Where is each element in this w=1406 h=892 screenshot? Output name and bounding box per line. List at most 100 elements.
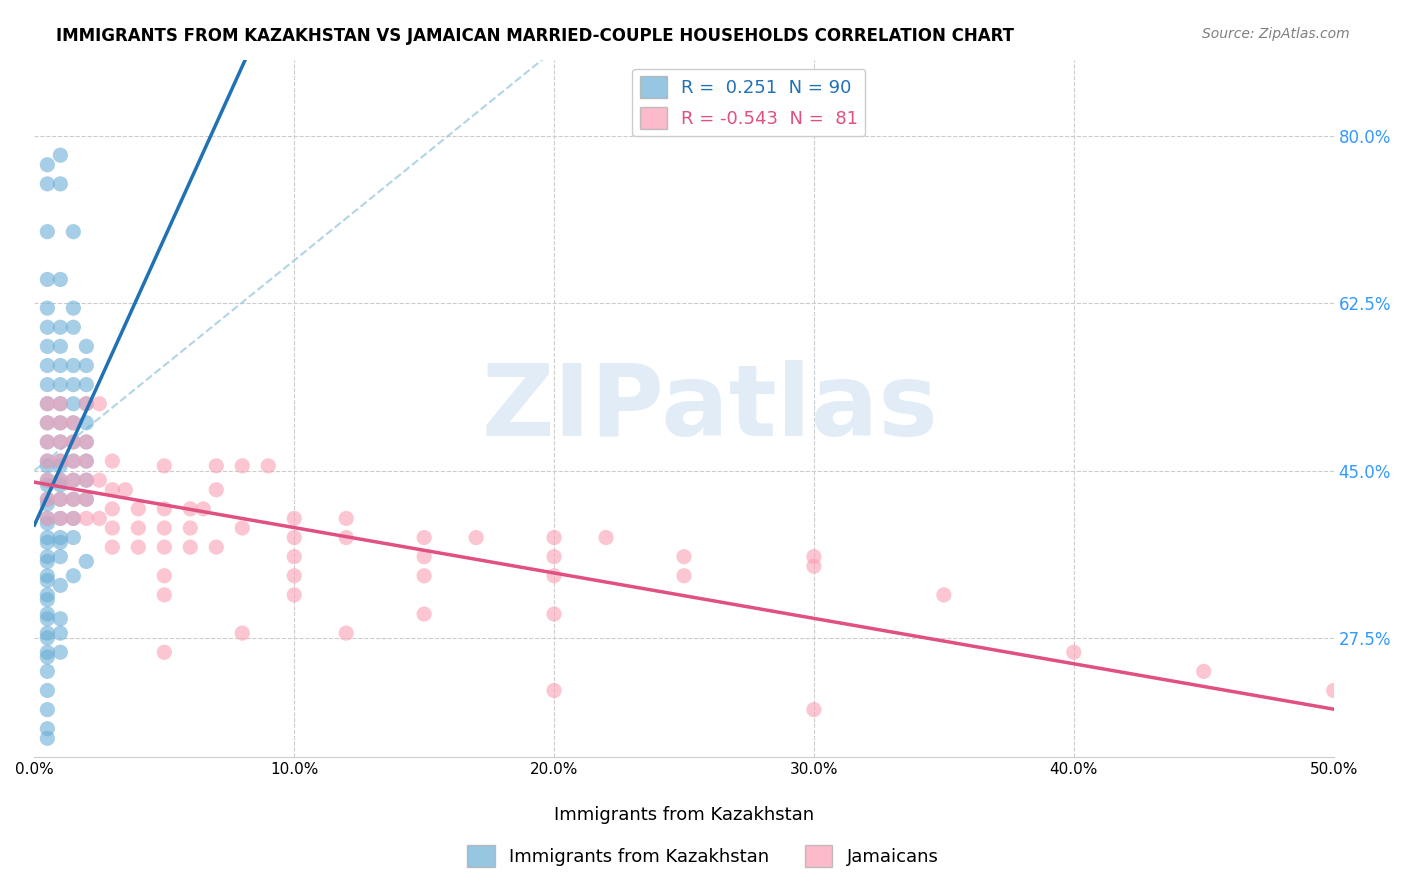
Point (62, 377, 84, 392)
Point (37, 473, 59, 487)
Point (179, 540, 201, 554)
Point (75, 511, 97, 525)
Point (37, 650, 59, 665)
Point (62, 568, 84, 582)
Text: Source: ZipAtlas.com: Source: ZipAtlas.com (1202, 27, 1350, 41)
Point (75, 397, 97, 411)
Point (595, 531, 617, 545)
Point (75, 434, 97, 449)
Point (37, 177, 59, 191)
Point (114, 483, 136, 497)
Point (37, 301, 59, 315)
Point (75, 454, 97, 468)
Point (153, 645, 176, 659)
Point (179, 501, 201, 516)
Point (37, 158, 59, 172)
Point (37, 416, 59, 430)
Point (37, 492, 59, 507)
Point (153, 540, 176, 554)
Point (37, 473, 59, 487)
Point (37, 377, 59, 392)
Point (49, 434, 72, 449)
Point (49, 416, 72, 430)
Point (37, 339, 59, 353)
Point (49, 478, 72, 492)
Point (231, 458, 253, 473)
Point (37, 458, 59, 473)
Point (37, 478, 59, 492)
Point (37, 626, 59, 640)
Point (543, 683, 565, 698)
Point (37, 703, 59, 717)
Point (75, 416, 97, 430)
Point (127, 521, 149, 535)
Point (37, 568, 59, 582)
Point (205, 458, 228, 473)
Point (75, 473, 97, 487)
Point (49, 473, 72, 487)
Point (49, 578, 72, 592)
Point (62, 454, 84, 468)
Point (37, 731, 59, 746)
Point (335, 511, 357, 525)
Point (101, 501, 124, 516)
Point (62, 416, 84, 430)
Point (37, 549, 59, 564)
Point (89, 473, 111, 487)
Point (89, 511, 111, 525)
Point (283, 549, 305, 564)
Point (49, 434, 72, 449)
Point (127, 540, 149, 554)
Point (543, 607, 565, 621)
Point (75, 339, 97, 353)
Point (49, 359, 72, 373)
Point (49, 320, 72, 334)
Text: IMMIGRANTS FROM KAZAKHSTAN VS JAMAICAN MARRIED-COUPLE HOUSEHOLDS CORRELATION CHA: IMMIGRANTS FROM KAZAKHSTAN VS JAMAICAN M… (56, 27, 1014, 45)
Point (37, 607, 59, 621)
Point (37, 225, 59, 239)
Point (49, 511, 72, 525)
Point (37, 645, 59, 659)
Point (37, 511, 59, 525)
Point (49, 272, 72, 286)
Point (75, 359, 97, 373)
Point (413, 568, 436, 582)
Point (1063, 645, 1085, 659)
Point (37, 535, 59, 549)
Point (932, 588, 955, 602)
Point (37, 574, 59, 588)
Text: Immigrants from Kazakhstan: Immigrants from Kazakhstan (554, 806, 814, 824)
Point (543, 549, 565, 564)
Point (205, 540, 228, 554)
Point (62, 511, 84, 525)
Point (75, 434, 97, 449)
Point (62, 454, 84, 468)
Point (37, 592, 59, 607)
Point (205, 483, 228, 497)
Point (49, 535, 72, 549)
Point (49, 148, 72, 162)
Point (37, 492, 59, 507)
Point (1192, 665, 1215, 679)
Point (75, 397, 97, 411)
Point (231, 521, 253, 535)
Point (62, 225, 84, 239)
Point (49, 177, 72, 191)
Point (37, 454, 59, 468)
Point (335, 626, 357, 640)
Point (75, 473, 97, 487)
Point (62, 359, 84, 373)
Point (283, 588, 305, 602)
Point (37, 320, 59, 334)
Point (153, 568, 176, 582)
Point (75, 377, 97, 392)
Point (75, 492, 97, 507)
Point (62, 320, 84, 334)
Point (37, 416, 59, 430)
Point (803, 559, 825, 574)
Point (413, 607, 436, 621)
Point (37, 272, 59, 286)
Point (283, 511, 305, 525)
Point (179, 521, 201, 535)
Point (257, 458, 280, 473)
